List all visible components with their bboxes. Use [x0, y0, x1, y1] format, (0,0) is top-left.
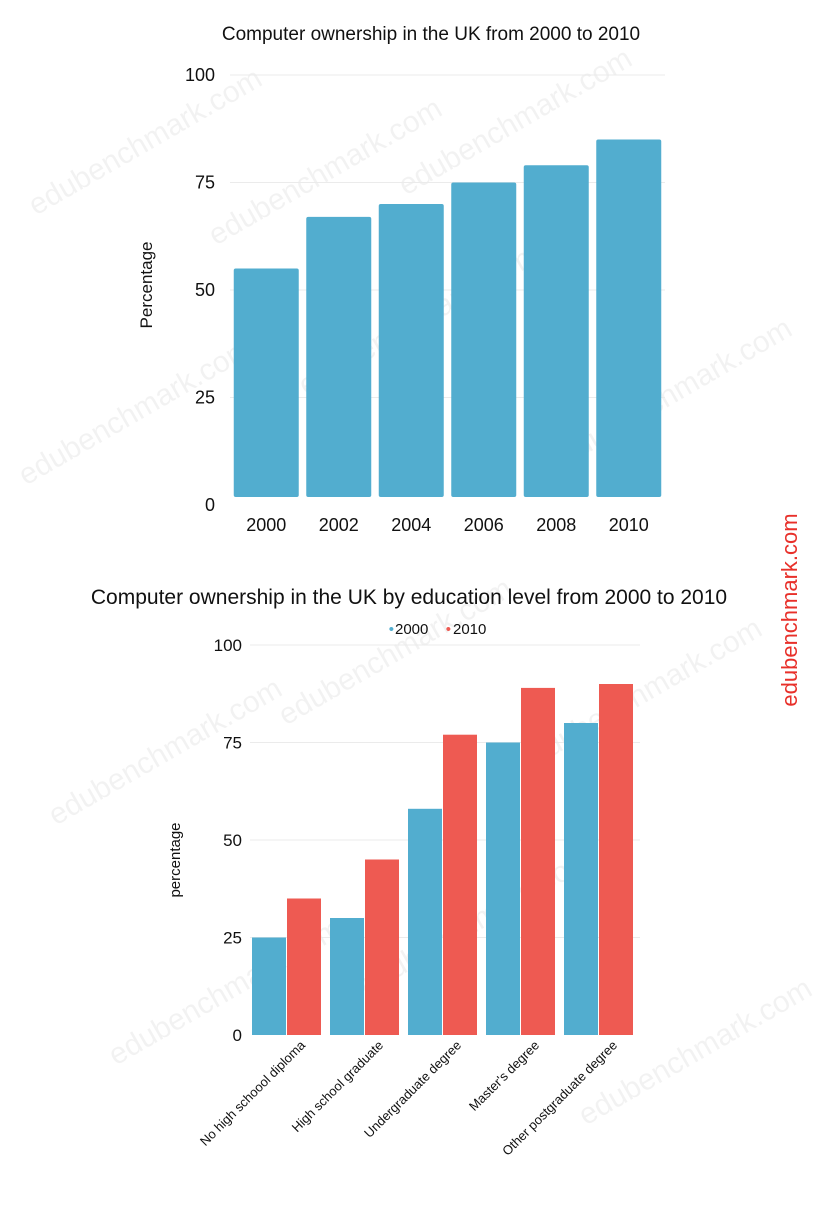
chart2-y-tick-label: 50: [223, 831, 242, 850]
chart2-bar-2010: [365, 859, 399, 1035]
chart2-bar-2010: [599, 684, 633, 1035]
chart2-legend: • 2000 • 2010: [389, 621, 487, 638]
legend-label-2000: 2000: [395, 621, 428, 638]
chart1-bar: [378, 204, 444, 497]
watermark-text: edubenchmark.com: [13, 332, 258, 492]
chart2-x-tick-label: No high schoool diploma: [197, 1037, 309, 1149]
chart1-bars: [233, 139, 662, 498]
chart1-bar: [596, 139, 662, 497]
chart1-x-tick-label: 2010: [609, 515, 649, 535]
chart1-y-axis: 0 25 50 75 100: [185, 65, 215, 515]
chart2-bar-2010: [443, 734, 477, 1035]
watermark-text: edubenchmark.com: [43, 672, 288, 832]
chart1-x-tick-label: 2004: [391, 515, 431, 535]
chart1-y-tick-label: 0: [205, 495, 215, 515]
chart2-bar-2010: [287, 898, 321, 1035]
chart2-bars: [252, 684, 633, 1035]
chart1-bar: [233, 268, 299, 497]
chart2-bar-2010: [521, 687, 555, 1035]
legend-marker-2010: •: [446, 621, 451, 638]
chart2-y-axis-label: percentage: [167, 822, 184, 897]
chart2-bar-2000: [486, 742, 520, 1035]
chart2-x-tick-label: Master's degree: [466, 1038, 542, 1114]
chart2-bar-2000: [330, 918, 364, 1035]
chart1-x-axis: 2000 2002 2004 2006 2008 2010: [246, 515, 649, 535]
watermark-text: edubenchmark.com: [523, 612, 768, 772]
chart1-bar: [451, 182, 517, 497]
chart2-bar-2000: [252, 937, 286, 1035]
chart2-y-tick-label: 100: [214, 636, 242, 655]
chart1-title: Computer ownership in the UK from 2000 t…: [222, 24, 640, 45]
chart-ownership-by-year: Computer ownership in the UK from 2000 t…: [137, 24, 665, 535]
chart1-y-tick-label: 75: [195, 173, 215, 193]
watermark-text: edubenchmark.com: [23, 62, 268, 222]
legend-marker-2000: •: [389, 621, 394, 638]
chart1-bar: [523, 165, 589, 498]
chart2-y-tick-label: 75: [223, 734, 242, 753]
side-brand-text: edubenchmark.com: [777, 513, 802, 706]
chart1-y-tick-label: 100: [185, 65, 215, 85]
watermark-text: edubenchmark.com: [553, 312, 798, 472]
chart1-x-tick-label: 2002: [319, 515, 359, 535]
legend-label-2010: 2010: [453, 621, 486, 638]
chart1-x-tick-label: 2000: [246, 515, 286, 535]
chart2-y-tick-label: 25: [223, 929, 242, 948]
chart2-y-tick-label: 0: [233, 1026, 242, 1045]
chart1-y-axis-label: Percentage: [137, 242, 156, 329]
chart1-y-tick-label: 50: [195, 280, 215, 300]
chart1-x-tick-label: 2008: [536, 515, 576, 535]
chart1-bar: [306, 216, 372, 497]
chart2-title: Computer ownership in the UK by educatio…: [91, 586, 727, 609]
chart2-y-axis: 0 25 50 75 100: [214, 636, 242, 1045]
chart1-y-tick-label: 25: [195, 388, 215, 408]
chart2-bar-2000: [564, 723, 598, 1035]
side-brand: edubenchmark.com: [777, 513, 802, 706]
chart1-x-tick-label: 2006: [464, 515, 504, 535]
chart1-gridlines: [230, 74, 665, 398]
chart2-bar-2000: [408, 808, 442, 1035]
